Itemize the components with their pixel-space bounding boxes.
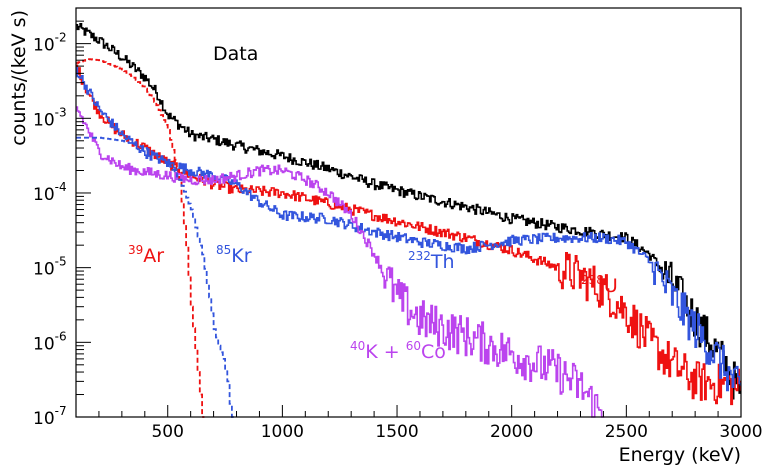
series-line-2 xyxy=(76,67,742,392)
x-tick-label: 2500 xyxy=(605,422,648,442)
annotation-label: 232Th xyxy=(408,249,455,273)
annotation-layer: Data 39Ar 85Kr 232Th 238U 40K + 60Co xyxy=(128,43,618,363)
y-tick-label: 10-5 xyxy=(33,255,67,280)
x-tick-label: 1500 xyxy=(375,422,418,442)
annotation-label: 39Ar xyxy=(128,243,164,267)
tick-layer: 500 1000 1500 2000 2500 3000 10-7 10-6 10-5 10-4 1… xyxy=(33,7,763,442)
series-line-4 xyxy=(76,58,205,418)
series-layer xyxy=(76,23,742,418)
x-tick-label: 3000 xyxy=(719,422,762,442)
series-line-5 xyxy=(76,136,235,418)
y-tick-label: 10-3 xyxy=(33,105,67,130)
annotation-label: 40K + 60Co xyxy=(350,339,446,363)
x-axis-title: Energy (keV) xyxy=(619,444,741,466)
y-tick-label: 10-6 xyxy=(33,329,67,354)
series-line-3 xyxy=(76,106,605,418)
annotation-label: 238U xyxy=(581,273,618,297)
x-tick-label: 500 xyxy=(151,422,183,442)
annotation-label: 85Kr xyxy=(216,243,252,267)
x-tick-label: 2000 xyxy=(490,422,533,442)
y-axis-title: counts/(keV s) xyxy=(8,10,30,146)
y-tick-label: 10-4 xyxy=(33,180,67,205)
plot-frame xyxy=(75,7,742,418)
annotation-label: Data xyxy=(213,43,258,65)
x-tick-label: 1000 xyxy=(261,422,304,442)
y-tick-label: 10-2 xyxy=(33,31,67,56)
y-tick-label: 10-7 xyxy=(33,404,67,429)
